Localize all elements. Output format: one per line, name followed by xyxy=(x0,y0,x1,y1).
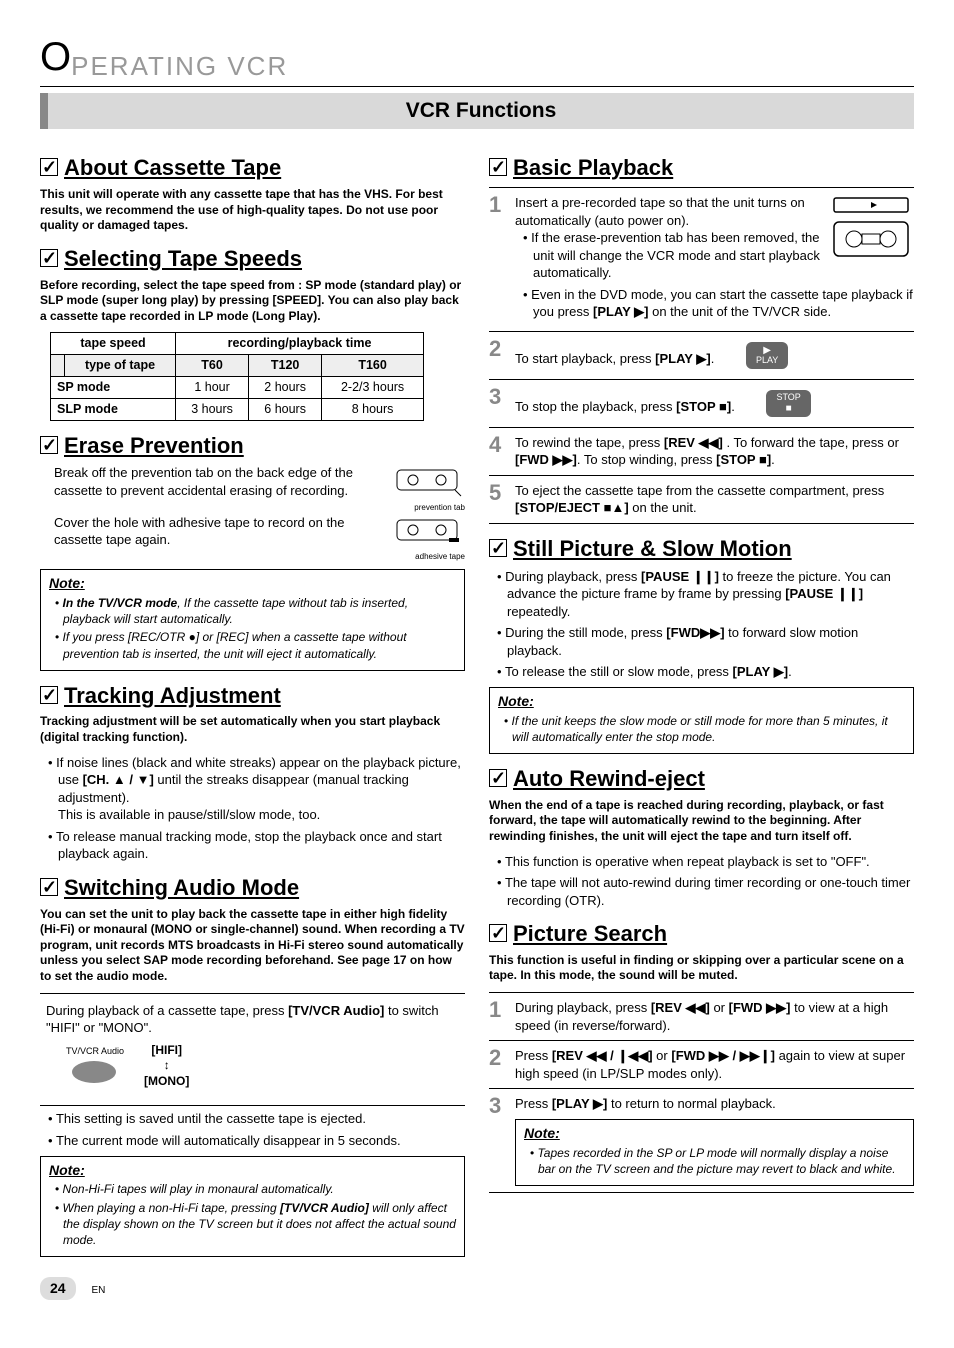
basic-step-4: 4 To rewind the tape, press [REV ◀◀] . T… xyxy=(489,427,914,475)
still-b3: To release the still or slow mode, press… xyxy=(489,663,914,681)
basic-step-1: 1 Insert a pre-recorded tape so that the… xyxy=(489,187,914,331)
cassette-insert-icon xyxy=(828,194,914,267)
tracking-intro: Tracking adjustment will be set automati… xyxy=(40,714,465,745)
audio-note: Note: Non-Hi-Fi tapes will play in monau… xyxy=(40,1156,465,1258)
search-intro: This function is useful in finding or sk… xyxy=(489,953,914,984)
audio-diagram: TV/VCR Audio [HIFI] ↕ [MONO] xyxy=(66,1043,459,1090)
erase-note-1: In the TV/VCR mode, If the cassette tape… xyxy=(49,595,456,627)
about-title: About Cassette Tape xyxy=(40,153,465,183)
cap-adhesive: adhesive tape xyxy=(395,552,465,563)
auto-intro: When the end of a tape is reached during… xyxy=(489,798,914,845)
page-header: OPERATING VCR xyxy=(40,30,914,87)
basic-step-2: 2 To start playback, press [PLAY ▶]. ▶PL… xyxy=(489,331,914,379)
erase-note: Note: In the TV/VCR mode, If the cassett… xyxy=(40,569,465,671)
search-step-3: 3 Press [PLAY ▶] to return to normal pla… xyxy=(489,1088,914,1193)
th-tape-speed: tape speed xyxy=(51,333,176,355)
search-note: Note: Tapes recorded in the SP or LP mod… xyxy=(515,1119,914,1186)
header-rest: PERATING VCR xyxy=(71,51,288,81)
auto-b1: This function is operative when repeat p… xyxy=(489,853,914,871)
right-column: Basic Playback 1 Insert a pre-recorded t… xyxy=(489,143,914,1257)
basic-s2: To start playback, press [PLAY ▶]. xyxy=(515,351,714,366)
auto-b2: The tape will not auto-rewind during tim… xyxy=(489,874,914,909)
speeds-title: Selecting Tape Speeds xyxy=(40,244,465,274)
still-b1: During playback, press [PAUSE ❙❙] to fre… xyxy=(489,568,914,621)
btn-label: TV/VCR Audio xyxy=(66,1045,124,1057)
basic-step-3: 3 To stop the playback, press [STOP ■]. … xyxy=(489,379,914,427)
erase-note-2: If you press [REC/OTR ●] or [REC] when a… xyxy=(49,629,456,661)
basic-s1: Insert a pre-recorded tape so that the u… xyxy=(515,195,805,228)
row-sp: SP mode xyxy=(51,377,176,399)
basic-title: Basic Playback xyxy=(489,153,914,183)
audio-note-1: Non-Hi-Fi tapes will play in monaural au… xyxy=(49,1181,456,1197)
th-t160: T160 xyxy=(322,355,424,377)
mono-label: [MONO] xyxy=(144,1074,189,1090)
basic-s3: To stop the playback, press [STOP ■]. xyxy=(515,399,735,414)
page-number: 24 xyxy=(40,1277,76,1300)
cap-prevention: prevention tab xyxy=(395,503,465,514)
search-step-2: 2 Press [REV ◀◀ / ❙◀◀] or [FWD ▶▶ / ▶▶❙]… xyxy=(489,1040,914,1088)
still-b2: During the still mode, press [FWD▶▶] to … xyxy=(489,624,914,659)
th-type: type of tape xyxy=(65,355,176,377)
tv-vcr-audio-button-icon xyxy=(72,1061,116,1083)
search-s1: During playback, press [REV ◀◀] or [FWD … xyxy=(515,999,914,1034)
stop-button-icon: STOP■ xyxy=(766,390,810,417)
tracking-b2: To release manual tracking mode, stop th… xyxy=(40,828,465,863)
columns: About Cassette Tape This unit will opera… xyxy=(40,143,914,1257)
still-note-1: If the unit keeps the slow mode or still… xyxy=(498,713,905,745)
tracking-title: Tracking Adjustment xyxy=(40,681,465,711)
th-time: recording/playback time xyxy=(176,333,424,355)
basic-s1b: Even in the DVD mode, you can start the … xyxy=(515,286,914,321)
still-title: Still Picture & Slow Motion xyxy=(489,534,914,564)
cassette-illustration-2: adhesive tape xyxy=(395,514,465,563)
search-s2: Press [REV ◀◀ / ❙◀◀] or [FWD ▶▶ / ▶▶❙] a… xyxy=(515,1047,914,1082)
basic-s4: To rewind the tape, press [REV ◀◀] . To … xyxy=(515,434,914,469)
basic-s5: To eject the cassette tape from the cass… xyxy=(515,482,914,517)
audio-b1: This setting is saved until the cassette… xyxy=(40,1110,465,1128)
search-s3: Press [PLAY ▶] to return to normal playb… xyxy=(515,1096,776,1111)
erase-title: Erase Prevention xyxy=(40,431,465,461)
th-t120: T120 xyxy=(249,355,322,377)
audio-title: Switching Audio Mode xyxy=(40,873,465,903)
note-title: Note: xyxy=(49,574,456,593)
page-lang: EN xyxy=(91,1285,105,1296)
page-footer: 24 EN xyxy=(40,1277,914,1300)
tracking-b1: If noise lines (black and white streaks)… xyxy=(40,754,465,824)
audio-step: During playback of a cassette tape, pres… xyxy=(46,1002,459,1037)
still-note: Note: If the unit keeps the slow mode or… xyxy=(489,687,914,754)
about-intro: This unit will operate with any cassette… xyxy=(40,187,465,234)
arrow-updown: ↕ xyxy=(144,1058,189,1074)
search-note-1: Tapes recorded in the SP or LP mode will… xyxy=(524,1145,905,1177)
th-t60: T60 xyxy=(176,355,249,377)
audio-intro: You can set the unit to play back the ca… xyxy=(40,907,465,985)
basic-step-5: 5 To eject the cassette tape from the ca… xyxy=(489,475,914,524)
left-column: About Cassette Tape This unit will opera… xyxy=(40,143,465,1257)
search-title: Picture Search xyxy=(489,919,914,949)
cassette-illustration: prevention tab xyxy=(395,464,465,513)
audio-note-2: When playing a non-Hi-Fi tape, pressing … xyxy=(49,1200,456,1249)
tape-speed-table: tape speed recording/playback time type … xyxy=(50,332,424,421)
audio-b2: The current mode will automatically disa… xyxy=(40,1132,465,1150)
main-title: VCR Functions xyxy=(40,93,914,129)
search-step-1: 1 During playback, press [REV ◀◀] or [FW… xyxy=(489,992,914,1040)
play-button-icon: ▶PLAY xyxy=(746,342,788,369)
row-slp: SLP mode xyxy=(51,398,176,420)
header-big-letter: O xyxy=(40,35,71,79)
speeds-intro: Before recording, select the tape speed … xyxy=(40,278,465,325)
hifi-label: [HIFI] xyxy=(144,1043,189,1059)
auto-title: Auto Rewind-eject xyxy=(489,764,914,794)
